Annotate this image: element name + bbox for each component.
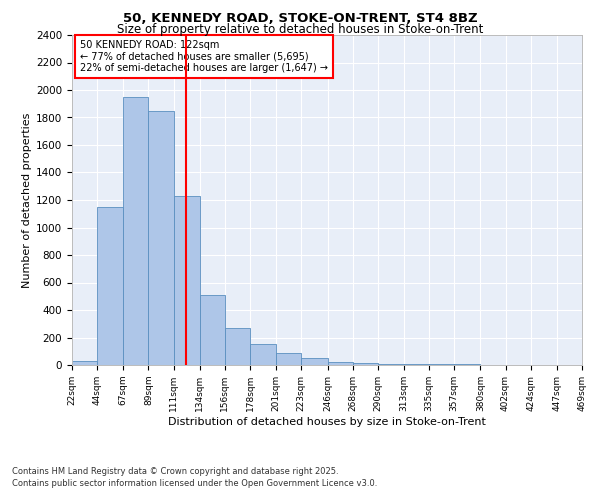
Bar <box>404 364 429 365</box>
Bar <box>173 196 200 365</box>
Text: Contains public sector information licensed under the Open Government Licence v3: Contains public sector information licen… <box>12 478 377 488</box>
Bar <box>250 344 276 365</box>
Bar <box>72 361 97 365</box>
Y-axis label: Number of detached properties: Number of detached properties <box>22 112 32 288</box>
Bar <box>454 364 481 365</box>
Text: Contains HM Land Registry data © Crown copyright and database right 2025.: Contains HM Land Registry data © Crown c… <box>12 468 338 476</box>
Text: 50 KENNEDY ROAD: 122sqm
← 77% of detached houses are smaller (5,695)
22% of semi: 50 KENNEDY ROAD: 122sqm ← 77% of detache… <box>80 40 328 73</box>
X-axis label: Distribution of detached houses by size in Stoke-on-Trent: Distribution of detached houses by size … <box>168 416 486 426</box>
Text: Size of property relative to detached houses in Stoke-on-Trent: Size of property relative to detached ho… <box>117 22 483 36</box>
Bar <box>124 97 148 365</box>
Bar <box>276 354 301 365</box>
Bar <box>200 295 225 365</box>
Text: 50, KENNEDY ROAD, STOKE-ON-TRENT, ST4 8BZ: 50, KENNEDY ROAD, STOKE-ON-TRENT, ST4 8B… <box>122 12 478 24</box>
Bar <box>148 110 173 365</box>
Bar <box>429 364 454 365</box>
Bar <box>301 358 328 365</box>
Bar <box>328 362 353 365</box>
Bar <box>97 207 124 365</box>
Bar <box>378 364 404 365</box>
Bar <box>353 363 378 365</box>
Bar <box>225 328 250 365</box>
